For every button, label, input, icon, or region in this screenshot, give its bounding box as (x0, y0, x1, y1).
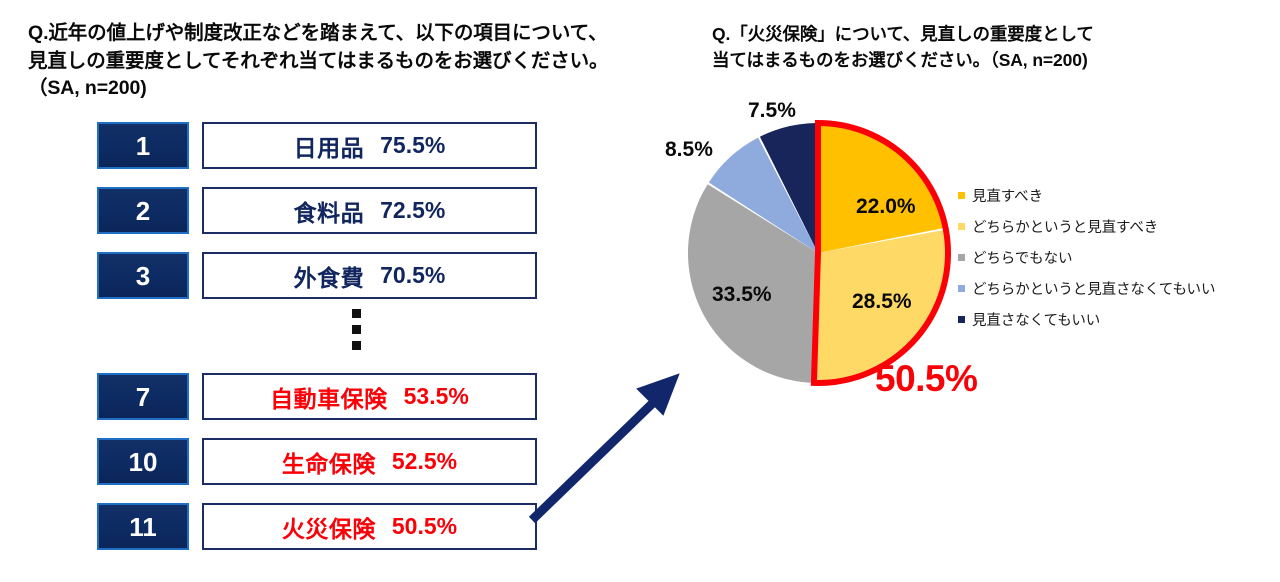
legend-swatch-icon (958, 192, 965, 199)
legend-item-4[interactable]: 見直さなくてもいい (958, 304, 1278, 335)
vertical-ellipsis-icon (352, 309, 361, 350)
legend-item-1[interactable]: どちらかというと見直すべき (958, 211, 1278, 242)
rank-item-label: 自動車保険 (270, 385, 388, 412)
rank-item-label: 外食費 (293, 264, 365, 291)
left-question-title: Q.近年の値上げや制度改正などを踏まえて、以下の項目について、 見直しの重要度と… (28, 22, 609, 100)
pie-slice-3[interactable] (708, 137, 818, 253)
pie-slice-4[interactable] (759, 123, 818, 253)
ranking-row-10[interactable]: 10 生命保険 52.5% (97, 438, 537, 490)
rank-item-value: 72.5% (380, 197, 446, 223)
rank-content: 自動車保険 53.5% (202, 373, 537, 420)
pointer-arrow-icon (528, 373, 680, 524)
pie-slice-0[interactable] (818, 123, 946, 253)
pie-legend: 見直すべき どちらかというと見直すべき どちらでもない どちらかというと見直さな… (958, 180, 1278, 335)
pie-label-1: 28.5% (852, 290, 912, 313)
ellipsis-dot (352, 325, 361, 334)
rank-content: 外食費 70.5% (202, 252, 537, 299)
legend-label: どちらかというと見直すべき (972, 220, 1159, 236)
rank-badge: 11 (97, 503, 189, 550)
right-question-title: Q.「火災保険」について、見直しの重要度として 当てはまるものをお選びください。… (712, 24, 1094, 70)
pie-label-3: 8.5% (665, 138, 713, 161)
rank-item-value: 75.5% (380, 132, 446, 158)
left-panel: Q.近年の値上げや制度改正などを踏まえて、以下の項目について、 見直しの重要度と… (28, 22, 680, 555)
legend-label: 見直すべき (972, 189, 1043, 205)
rank-content: 生命保険 52.5% (202, 438, 537, 485)
rank-badge: 10 (97, 438, 189, 485)
pie-slice-2[interactable] (688, 184, 818, 383)
legend-item-3[interactable]: どちらかというと見直さなくてもいい (958, 273, 1278, 304)
rank-content: 食料品 72.5% (202, 187, 537, 234)
ranking-row-1[interactable]: 1 日用品 75.5% (97, 122, 537, 174)
pie-chart: 22.0% 28.5% 33.5% 8.5% 7.5% (665, 99, 970, 405)
pie-highlight-outline (810, 119, 951, 386)
ranking-row-3[interactable]: 3 外食費 70.5% (97, 252, 537, 304)
pie-chart-svg (688, 119, 951, 386)
rank-content: 火災保険 50.5% (202, 503, 537, 550)
ranking-row-7[interactable]: 7 自動車保険 53.5% (97, 373, 537, 425)
ranking-row-2[interactable]: 2 食料品 72.5% (97, 187, 537, 239)
ranking-row-11[interactable]: 11 火災保険 50.5% (97, 503, 537, 555)
legend-item-0[interactable]: 見直すべき (958, 180, 1278, 211)
right-panel: Q.「火災保険」について、見直しの重要度として 当てはまるものをお選びください。… (660, 0, 1280, 582)
rank-item-label: 生命保険 (281, 450, 376, 477)
rank-item-label: 火災保険 (281, 515, 376, 542)
pie-slice-1[interactable] (814, 229, 948, 384)
legend-swatch-icon (958, 254, 965, 261)
rank-item-label: 食料品 (293, 199, 365, 226)
ellipsis-dot (352, 341, 361, 350)
legend-swatch-icon (958, 316, 965, 323)
rank-badge: 1 (97, 122, 189, 169)
rank-item-label: 日用品 (293, 134, 365, 161)
legend-swatch-icon (958, 285, 965, 292)
rank-badge: 2 (97, 187, 189, 234)
legend-label: どちらかというと見直さなくてもいい (972, 282, 1216, 298)
rank-item-value: 52.5% (391, 448, 458, 474)
pie-label-4: 7.5% (748, 99, 796, 122)
rank-item-value: 53.5% (403, 383, 469, 409)
legend-label: どちらでもない (972, 251, 1073, 267)
legend-label: 見直さなくてもいい (972, 313, 1101, 329)
rank-badge: 3 (97, 252, 189, 299)
pie-label-0: 22.0% (856, 195, 916, 218)
highlight-total-value: 50.5% (875, 358, 978, 399)
rank-item-value: 70.5% (380, 262, 446, 288)
rank-item-value: 50.5% (391, 513, 458, 539)
legend-swatch-icon (958, 223, 965, 230)
pie-label-2: 33.5% (712, 283, 772, 306)
legend-item-2[interactable]: どちらでもない (958, 242, 1278, 273)
rank-badge: 7 (97, 373, 189, 420)
ellipsis-dot (352, 309, 361, 318)
rank-content: 日用品 75.5% (202, 122, 537, 169)
